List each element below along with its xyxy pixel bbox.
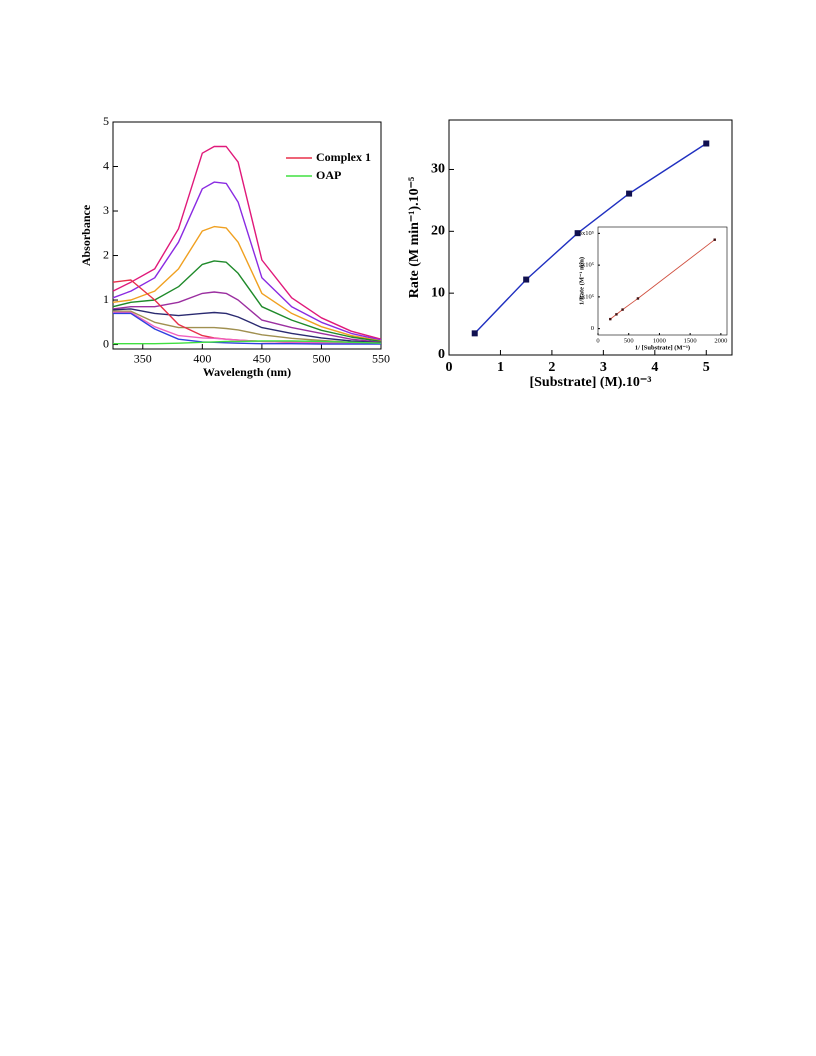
- x-tick-label: 3: [600, 360, 607, 375]
- x-tick-label: 0: [596, 337, 599, 344]
- x-axis-title: 1/ [Substrate] (M⁻¹): [635, 344, 690, 351]
- x-tick-label: 450: [253, 352, 271, 366]
- x-tick-label: 350: [134, 352, 152, 366]
- x-tick-label: 400: [193, 352, 211, 366]
- series-line: [112, 291, 382, 343]
- series-line: [113, 340, 382, 345]
- series-line: [112, 181, 382, 341]
- x-tick-label: 5: [703, 360, 710, 375]
- y-tick-label: 10: [431, 285, 445, 300]
- y-axis-title: Rate (M min⁻¹).10⁻⁵: [407, 177, 422, 299]
- y-tick-label: 1: [103, 292, 109, 306]
- y-tick-label: 2x10⁵: [579, 262, 594, 269]
- legend-label: OAP: [316, 168, 341, 182]
- x-tick-label: 2: [548, 360, 555, 375]
- x-axis-title: Wavelength (nm): [203, 365, 291, 379]
- data-point: [621, 308, 624, 311]
- series-line: [113, 312, 381, 345]
- data-point: [615, 313, 618, 316]
- x-tick-label: 1500: [684, 337, 697, 344]
- chart: 0 1 2 3 4 5 0 10 20 30 [Substrate] (M).10⁻³ Rate (M…: [407, 119, 733, 390]
- plot-frame: [112, 121, 382, 350]
- plot-frame: [448, 119, 733, 356]
- y-tick-label: 4: [103, 158, 109, 172]
- y-tick-label: 20: [431, 224, 445, 239]
- legend-label: Complex 1: [316, 150, 371, 164]
- plot-frame: [597, 226, 728, 336]
- series-line: [113, 310, 382, 344]
- y-tick-label: 1x10⁵: [579, 293, 594, 300]
- series-line: [112, 145, 382, 340]
- y-tick-label: 2: [103, 247, 109, 261]
- y-tick-label: 30: [431, 162, 445, 177]
- chart: 350 400 450 500 550 0 1 2 3 4 5 Wavelength (nm) Abso…: [79, 114, 390, 379]
- x-tick-label: 1000: [653, 337, 666, 344]
- data-point: [703, 140, 710, 147]
- x-tick-label: 2000: [714, 337, 727, 344]
- y-tick-label: 0: [103, 336, 109, 350]
- data-point: [471, 330, 478, 337]
- data-point: [713, 238, 716, 241]
- series-line: [112, 308, 382, 344]
- chart: 0 500 1000 1500 2000 0 1x10⁵ 2x10⁵ 3x10⁵ 1/ [Subs…: [578, 226, 728, 351]
- data-point: [636, 297, 640, 300]
- y-tick-label: 0: [591, 325, 594, 332]
- y-tick-label: 3x10⁵: [579, 230, 594, 237]
- y-axis-title: Absorbance: [79, 204, 93, 266]
- x-tick-label: 500: [624, 337, 634, 344]
- data-point: [523, 276, 530, 283]
- y-axis-title: 1/Rate (M⁻¹ min): [578, 257, 585, 305]
- x-tick-label: 1: [497, 360, 504, 375]
- x-tick-label: 500: [312, 352, 330, 366]
- data-point: [626, 190, 633, 197]
- x-tick-label: 0: [446, 360, 453, 375]
- y-tick-label: 3: [103, 203, 109, 217]
- x-axis-title: [Substrate] (M).10⁻³: [529, 375, 651, 390]
- x-tick-label: 550: [372, 352, 390, 366]
- data-point: [609, 317, 612, 321]
- x-tick-label: 4: [651, 360, 658, 375]
- series-line: [112, 225, 382, 342]
- series-line: [113, 311, 382, 345]
- data-point: [574, 230, 581, 237]
- y-tick-label: 0: [438, 347, 445, 362]
- y-tick-label: 5: [103, 114, 109, 128]
